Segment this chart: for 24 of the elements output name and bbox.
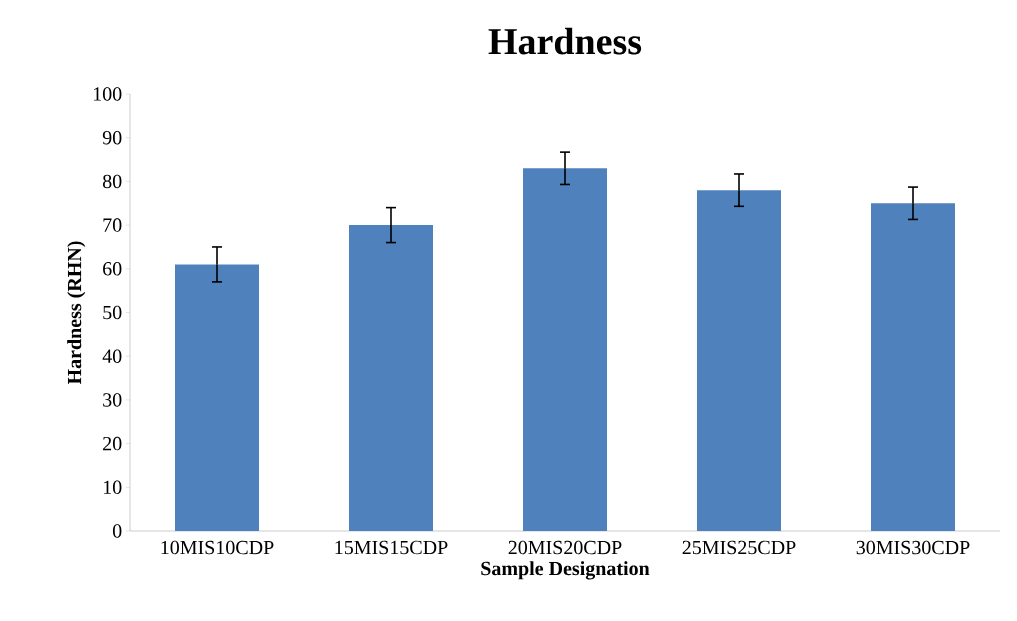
bar	[523, 168, 608, 531]
x-tick-label: 10MIS10CDP	[161, 540, 274, 555]
chart-title: Hardness	[488, 27, 642, 55]
y-tick-label: 60	[103, 262, 122, 276]
y-tick-label: 10	[103, 480, 122, 495]
bar	[349, 225, 433, 531]
y-axis-title: Hardness (RHN)	[67, 241, 86, 385]
bar	[697, 190, 781, 531]
y-tick-label: 90	[102, 130, 122, 145]
x-axis-title: Sample Designation	[481, 561, 650, 580]
x-tick-label: 30MIS30CDP	[856, 540, 970, 555]
y-tick-label: 20	[103, 436, 122, 451]
bar	[175, 264, 259, 531]
y-tick-label: 80	[102, 174, 122, 189]
bar	[871, 203, 956, 531]
y-tick-label: 30	[103, 393, 122, 407]
x-tick-label: 15MIS15CDP	[335, 540, 448, 555]
y-tick-label: 50	[103, 305, 122, 320]
x-tick-label: 20MIS20CDP	[508, 540, 622, 555]
x-tick-label: 25MIS25CDP	[682, 540, 796, 555]
y-tick-label: 70	[103, 218, 122, 232]
y-tick-label: 100	[93, 87, 122, 101]
y-tick-label: 40	[102, 349, 122, 363]
y-tick-label: 0	[112, 524, 122, 538]
